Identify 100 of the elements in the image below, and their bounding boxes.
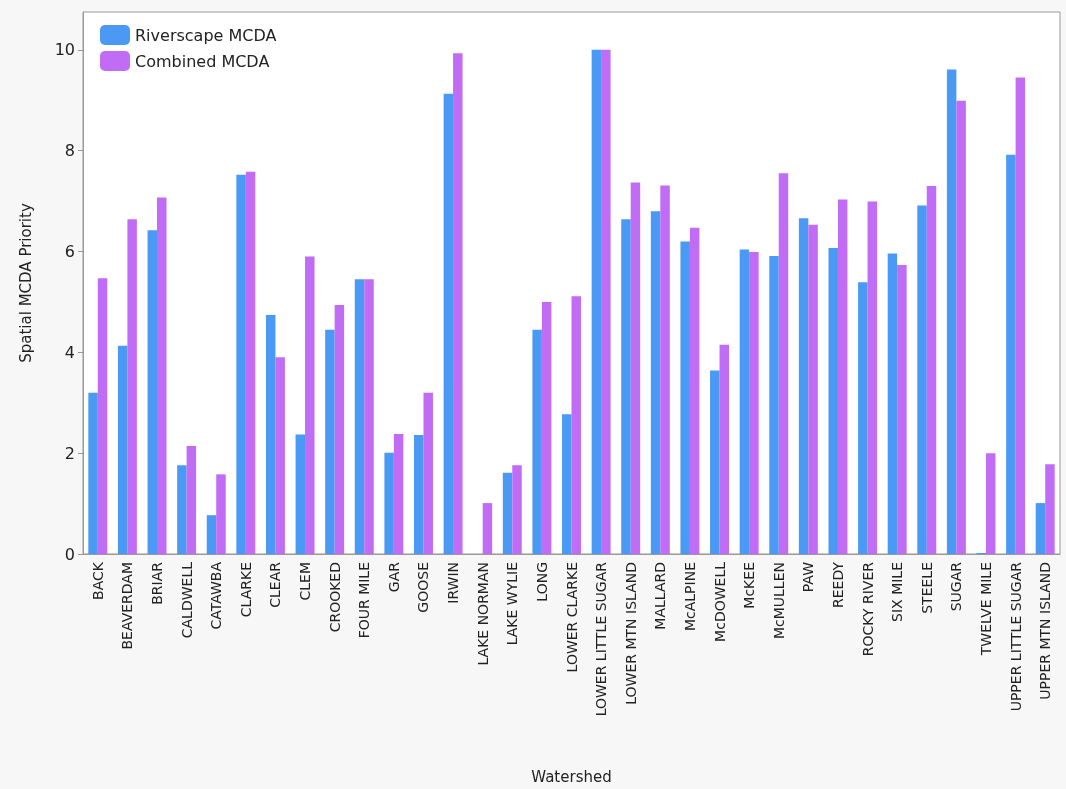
x-tick-label: IRWIN	[445, 562, 462, 604]
x-tick-label: LOWER LITTLE SUGAR	[593, 561, 610, 717]
bar	[512, 465, 522, 554]
bar	[364, 279, 374, 554]
bar	[127, 219, 137, 554]
bar	[591, 49, 602, 554]
bar	[275, 357, 285, 554]
x-axis-title: Watershed	[531, 767, 612, 786]
x-tick-label: McALPINE	[681, 562, 698, 632]
x-tick-label: McMULLEN	[770, 562, 787, 640]
bar	[808, 224, 818, 554]
y-tick-label: 0	[64, 544, 75, 564]
x-tick-label: TWELVE MILE	[977, 562, 994, 657]
bar	[926, 185, 937, 554]
bar	[887, 253, 898, 554]
bar	[532, 329, 542, 554]
bar	[917, 205, 927, 554]
bar	[186, 446, 197, 554]
bar	[206, 515, 217, 554]
bar	[798, 218, 809, 554]
bar	[482, 503, 493, 554]
bar	[956, 100, 966, 554]
bar	[384, 452, 394, 554]
bar	[236, 174, 246, 554]
x-tick-label: BRIAR	[149, 561, 166, 605]
x-tick-label: ROCKY RIVER	[859, 561, 876, 657]
bar	[769, 256, 779, 554]
bar	[325, 329, 335, 554]
x-tick-label: SIX MILE	[889, 562, 906, 622]
bar	[739, 249, 750, 554]
x-tick-label: REEDY	[829, 561, 846, 608]
x-tick-label: McDOWELL	[711, 561, 728, 642]
bar	[689, 227, 700, 554]
bar	[828, 247, 838, 554]
bar	[423, 392, 433, 554]
x-tick-label: BACK	[89, 561, 106, 600]
bar	[502, 472, 513, 554]
x-tick-label: UPPER LITTLE SUGAR	[1007, 561, 1024, 712]
bar	[858, 282, 868, 554]
bar	[265, 315, 276, 554]
y-tick-label: 2	[64, 443, 75, 463]
bar	[719, 344, 729, 554]
bar	[660, 185, 670, 554]
bar	[1035, 503, 1046, 554]
x-tick-label: McKEE	[741, 562, 758, 609]
x-tick-label: LAKE WYLIE	[504, 562, 521, 646]
bar	[216, 474, 226, 554]
bar	[571, 296, 581, 554]
bar	[562, 414, 572, 554]
x-tick-label: CLEM	[297, 562, 314, 601]
bar	[1045, 464, 1055, 554]
x-tick-label: CROOKED	[326, 562, 343, 633]
x-tick-label: LAKE NORMAN	[474, 562, 491, 666]
bar	[650, 211, 661, 554]
bar	[1006, 154, 1016, 554]
bar	[621, 219, 631, 554]
bar	[88, 392, 98, 554]
x-tick-label: STEELE	[918, 562, 935, 614]
x-tick-label: LOWER CLARKE	[563, 562, 580, 673]
x-tick-label: BEAVERDAM	[119, 562, 136, 650]
bar	[177, 465, 187, 554]
bar	[749, 251, 759, 554]
bar	[710, 370, 720, 554]
bar	[541, 301, 552, 554]
bar	[680, 241, 690, 554]
y-tick-label: 6	[64, 241, 75, 261]
y-tick-label: 8	[64, 141, 75, 161]
bar	[305, 256, 315, 554]
bar	[334, 304, 345, 554]
x-tick-label: SUGAR	[948, 561, 965, 612]
bar	[354, 279, 365, 554]
x-tick-label: CLEAR	[267, 561, 284, 608]
bar	[630, 182, 641, 554]
bar	[295, 434, 306, 554]
x-tick-label: PAW	[800, 561, 817, 593]
bar	[867, 201, 878, 554]
x-tick-label: GAR	[385, 561, 402, 593]
bar	[453, 53, 463, 554]
y-tick-label: 4	[64, 342, 75, 362]
x-tick-label: FOUR MILE	[356, 562, 373, 639]
bar	[245, 171, 256, 554]
bar	[778, 173, 789, 554]
bar	[117, 345, 128, 554]
x-tick-label: CLARKE	[237, 562, 254, 618]
bar	[414, 435, 424, 554]
legend-label: Combined MCDA	[135, 51, 270, 71]
bar	[97, 278, 108, 554]
bar	[946, 69, 957, 554]
x-tick-label: CATAWBA	[208, 561, 225, 630]
bar	[157, 197, 167, 554]
bar	[393, 434, 404, 554]
bar	[985, 453, 996, 554]
bar	[1015, 77, 1026, 554]
bar	[897, 265, 907, 554]
x-tick-label: CALDWELL	[178, 561, 195, 639]
x-tick-label: MALLARD	[652, 562, 669, 630]
bar	[601, 49, 611, 554]
x-tick-label: UPPER MTN ISLAND	[1037, 562, 1054, 700]
bar	[147, 230, 158, 554]
x-tick-label: LOWER MTN ISLAND	[622, 562, 639, 705]
